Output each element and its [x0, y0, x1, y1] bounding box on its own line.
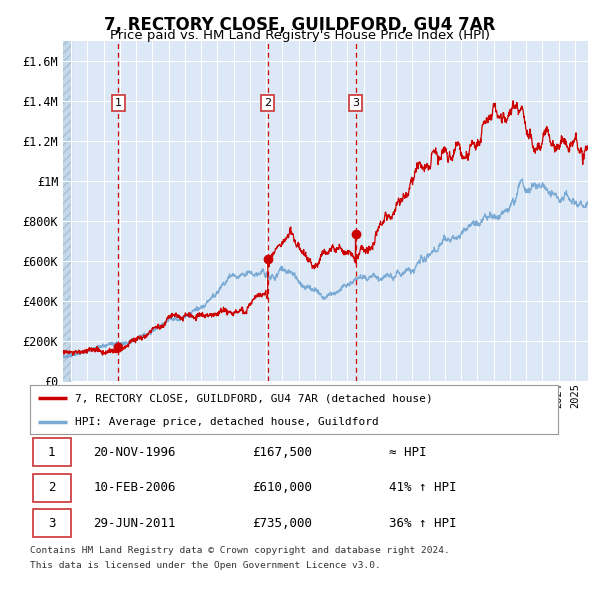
Text: Price paid vs. HM Land Registry's House Price Index (HPI): Price paid vs. HM Land Registry's House …: [110, 30, 490, 42]
Text: 3: 3: [48, 516, 55, 530]
Text: £167,500: £167,500: [252, 445, 312, 459]
FancyBboxPatch shape: [32, 438, 71, 466]
Text: 29-JUN-2011: 29-JUN-2011: [94, 516, 176, 530]
Text: 1: 1: [48, 445, 55, 459]
Text: 1: 1: [115, 98, 122, 108]
Text: This data is licensed under the Open Government Licence v3.0.: This data is licensed under the Open Gov…: [30, 560, 381, 569]
Text: 7, RECTORY CLOSE, GUILDFORD, GU4 7AR: 7, RECTORY CLOSE, GUILDFORD, GU4 7AR: [104, 16, 496, 34]
Text: HPI: Average price, detached house, Guildford: HPI: Average price, detached house, Guil…: [75, 417, 379, 427]
Text: 3: 3: [352, 98, 359, 108]
Text: 7, RECTORY CLOSE, GUILDFORD, GU4 7AR (detached house): 7, RECTORY CLOSE, GUILDFORD, GU4 7AR (de…: [75, 394, 433, 404]
Text: 10-FEB-2006: 10-FEB-2006: [94, 481, 176, 494]
Text: £610,000: £610,000: [252, 481, 312, 494]
Text: 2: 2: [264, 98, 271, 108]
Text: Contains HM Land Registry data © Crown copyright and database right 2024.: Contains HM Land Registry data © Crown c…: [30, 546, 450, 555]
FancyBboxPatch shape: [32, 509, 71, 537]
Text: 20-NOV-1996: 20-NOV-1996: [94, 445, 176, 459]
Text: 41% ↑ HPI: 41% ↑ HPI: [389, 481, 457, 494]
Text: 36% ↑ HPI: 36% ↑ HPI: [389, 516, 457, 530]
Text: 2: 2: [48, 481, 55, 494]
FancyBboxPatch shape: [32, 474, 71, 502]
Text: £735,000: £735,000: [252, 516, 312, 530]
Text: ≈ HPI: ≈ HPI: [389, 445, 427, 459]
